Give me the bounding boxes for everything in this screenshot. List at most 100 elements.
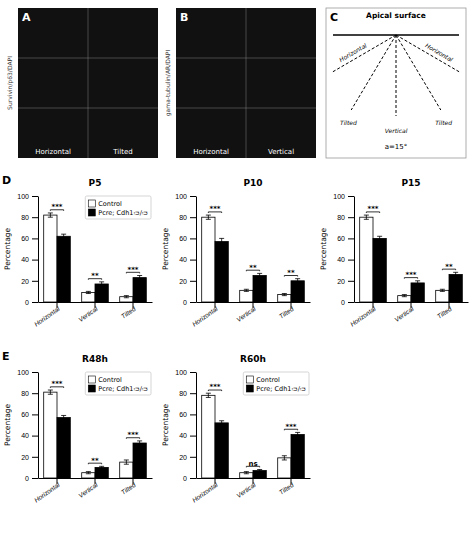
error-bar-cap [244,291,249,292]
y-tick-label: 80 [179,390,187,397]
y-tick: 20 [337,278,354,285]
bar [133,443,146,478]
y-tick-label: 100 [333,193,345,200]
significance-label: *** [286,423,297,431]
y-axis-title: Percentage [161,404,170,447]
y-axis: 020406080100 [17,369,38,482]
error-bar [206,393,211,397]
x-axis: Horizontal Vertical Tilted [191,302,311,328]
error-bar-cap [48,394,53,395]
error-bar-cap [137,440,142,441]
panel-label: B [180,11,188,24]
y-tick-mark [190,393,196,394]
y-tick: 20 [21,454,38,461]
y-axis: 020406080100 [333,193,354,306]
diagram-label: Vertical [385,127,408,134]
error-bar-cap [282,295,287,296]
chart-title: P10 [243,178,262,188]
diagram-label: a=15° [385,143,408,151]
bar [215,242,228,302]
significance-label: ** [249,264,257,272]
error-bar-stem [259,273,260,277]
error-bar-cap [402,294,407,295]
error-bar [415,281,420,285]
error-bar-cap [257,471,262,472]
significance-label: *** [406,271,417,279]
bar [253,276,266,303]
y-tick-label: 0 [341,299,345,306]
y-tick-mark [32,478,38,479]
y-tick-label: 20 [179,278,187,285]
bar-panel: 020406080100HorizontalVerticalTiltedPerc… [2,174,153,328]
error-bar-cap [124,297,129,298]
y-tick-mark [32,217,38,218]
legend: ControlPcre; Cdh1ᴞ/ᴞ [243,372,309,395]
error-bar [282,456,287,460]
y-tick-label: 0 [183,475,187,482]
legend-item: Control [88,200,122,208]
error-bar-cap [61,419,66,420]
y-tick-label: 20 [337,278,345,285]
error-bar-cap [99,281,104,282]
marks [44,213,147,302]
x-tick-label: Tilted [278,305,295,320]
y-tick-label: 20 [21,278,29,285]
x-tick: Horizontal [349,302,377,328]
y-tick: 100 [17,193,38,200]
error-bar-stem [208,215,209,219]
y-tick-label: 40 [179,432,187,439]
y-tick: 80 [179,214,196,221]
error-bar [282,294,287,296]
y-tick: 100 [175,193,196,200]
significance-label: *** [128,266,139,274]
bar [57,418,70,478]
x-tick-label: Horizontal [191,305,219,328]
chart-title: R60h [240,354,266,364]
bar-panel: 020406080100HorizontalVerticalTiltedPerc… [319,178,469,328]
y-tick-label: 60 [21,411,29,418]
legend-label: Control [98,200,122,208]
error-bar [137,441,142,445]
bar [120,297,133,302]
bar-panel: 020406080100HorizontalVerticalTiltedPerc… [161,178,311,328]
axis-line [38,373,39,479]
y-tick: 60 [179,411,196,418]
diagram-background [326,8,466,158]
error-bar [99,466,104,468]
x-tick-label: Tilted [436,305,453,320]
chart-container: AHorizontalTiltedSurvivin/p63/DAPIBHoriz… [0,0,474,537]
error-bar-stem [50,213,51,217]
x-tick-label: Vertical [235,305,257,323]
image-divider [88,8,89,158]
y-tick-label: 20 [21,454,29,461]
diagram-axis [332,35,396,73]
y-tick: 60 [21,411,38,418]
y-tick-mark [348,238,354,239]
error-bar-stem [297,279,298,283]
diagram-axis [396,35,460,73]
error-bar-cap [48,390,53,391]
legend-frame [85,372,151,395]
y-axis: 020406080100 [175,193,196,306]
error-bar-stem [50,390,51,394]
error-bar [86,472,91,474]
bar [44,392,57,478]
error-bar-cap [377,236,382,237]
bar-panel: 020406080100HorizontalVerticalTiltedPerc… [161,354,311,504]
error-bar-cap [219,238,224,239]
error-bar-cap [257,277,262,278]
error-bar-stem [63,415,64,419]
error-bar-cap [61,415,66,416]
legend-swatch [88,385,95,392]
error-bar [206,215,211,219]
bar [449,274,462,302]
y-tick: 40 [179,256,196,263]
x-tick: Tilted [436,302,453,320]
significance-label: ** [445,263,453,271]
error-bar-cap [206,393,211,394]
error-bar-cap [99,468,104,469]
bar [398,296,411,302]
significance-label: *** [210,383,221,391]
error-bar-cap [453,272,458,273]
legend-label: Pcre; Cdh1ᴞ/ᴞ [256,385,306,393]
